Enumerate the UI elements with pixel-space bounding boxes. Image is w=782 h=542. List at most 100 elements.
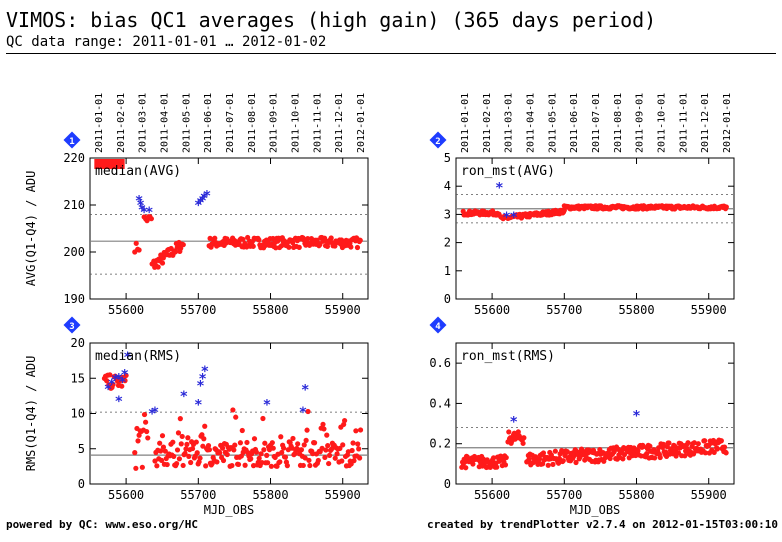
data-point	[262, 440, 268, 446]
data-point	[170, 439, 176, 445]
data-point	[300, 462, 306, 469]
data-point	[197, 455, 203, 461]
data-point	[350, 440, 356, 446]
y-tick-label: 0	[444, 477, 451, 491]
data-point	[219, 445, 226, 451]
data-point	[277, 459, 283, 465]
panel-badge-number: 2	[435, 137, 440, 147]
y-tick-label: 10	[71, 407, 85, 421]
outlier-point: *	[510, 415, 518, 431]
data-point	[682, 453, 688, 459]
outlier-point: *	[123, 350, 131, 366]
data-point	[152, 458, 158, 464]
chart-panel-4: * * 0 0.2 0.4 0.6 55600 55700 55800 55900 ron_mst(…	[429, 316, 735, 517]
data-point	[321, 426, 327, 432]
data-point	[526, 456, 532, 462]
data-point	[180, 462, 186, 469]
outlier-point: *	[201, 364, 209, 380]
data-point	[237, 440, 244, 446]
date-tick-label: 2011-05-01	[547, 93, 558, 153]
data-point	[256, 455, 262, 461]
data-point	[324, 432, 330, 438]
data-point	[178, 245, 184, 251]
data-point	[268, 463, 274, 469]
data-point	[279, 449, 285, 456]
data-point	[157, 440, 163, 446]
data-point	[162, 448, 168, 454]
data-point	[231, 447, 237, 453]
data-point	[239, 427, 245, 434]
data-point	[311, 440, 318, 446]
date-tick-label: 2011-03-01	[138, 93, 149, 153]
data-point	[496, 458, 502, 464]
x-tick-label: 55600	[474, 303, 510, 317]
data-point	[244, 439, 250, 446]
y-tick-label: 0	[78, 477, 85, 491]
outlier-point: *	[151, 405, 159, 421]
data-point	[154, 463, 160, 469]
data-point	[540, 450, 547, 456]
data-point	[235, 461, 242, 468]
data-point	[301, 442, 307, 448]
x-tick-label: 55700	[546, 303, 582, 317]
data-point	[107, 372, 113, 378]
panel-badge	[429, 131, 447, 149]
data-point	[663, 449, 669, 455]
data-point	[714, 446, 720, 452]
outlier-point: *	[301, 383, 309, 399]
data-point	[334, 451, 340, 457]
data-point	[104, 378, 110, 384]
data-point	[337, 445, 343, 451]
outlier-point: *	[198, 371, 206, 387]
data-point	[159, 433, 166, 439]
data-point	[175, 430, 182, 436]
date-tick-label: 2011-05-01	[181, 93, 192, 153]
footer-created-by: created by trendPlotter v2.7.4 on 2012-0…	[427, 518, 778, 531]
x-tick-label: 55800	[618, 303, 654, 317]
data-point	[194, 450, 200, 456]
outlier-point: *	[135, 193, 143, 209]
data-point	[349, 447, 355, 454]
outlier-point: *	[138, 203, 146, 219]
data-point	[723, 204, 729, 210]
data-point	[188, 459, 194, 466]
data-point	[217, 450, 223, 456]
date-tick-label: 2011-12-01	[700, 93, 711, 153]
y-tick-label: 0	[444, 292, 451, 306]
outlier-point: *	[111, 373, 119, 389]
data-point	[269, 440, 275, 446]
y-tick-label: 4	[444, 179, 451, 193]
data-point	[240, 236, 246, 242]
data-point	[573, 459, 579, 466]
data-point	[282, 454, 289, 460]
data-point	[186, 453, 192, 459]
data-point	[148, 216, 154, 222]
data-point	[256, 237, 262, 243]
date-tick-label: 2011-09-01	[635, 93, 646, 153]
date-tick-label: 2011-07-01	[591, 93, 602, 153]
x-tick-label: 55800	[618, 488, 654, 502]
y-tick-label: 200	[63, 245, 85, 259]
data-point	[119, 383, 125, 389]
y-tick-label: 190	[63, 292, 85, 306]
x-tick-label: 55800	[252, 303, 288, 317]
data-point	[144, 218, 150, 224]
date-tick-label: 2011-01-01	[460, 93, 471, 153]
data-point	[280, 445, 287, 451]
outlier-point: *	[632, 409, 640, 425]
data-point	[339, 458, 345, 464]
date-tick-label: 2012-01-01	[356, 93, 367, 153]
data-point	[490, 455, 497, 461]
data-point	[351, 458, 357, 464]
data-point	[290, 240, 296, 246]
data-point	[133, 240, 139, 246]
data-point	[135, 438, 141, 444]
date-tick-label: 2011-04-01	[160, 93, 171, 153]
x-tick-label: 55700	[546, 488, 582, 502]
outlier-point: *	[299, 405, 307, 421]
data-point	[224, 451, 230, 458]
y-tick-label: 0.4	[429, 396, 451, 410]
data-point	[199, 432, 205, 438]
